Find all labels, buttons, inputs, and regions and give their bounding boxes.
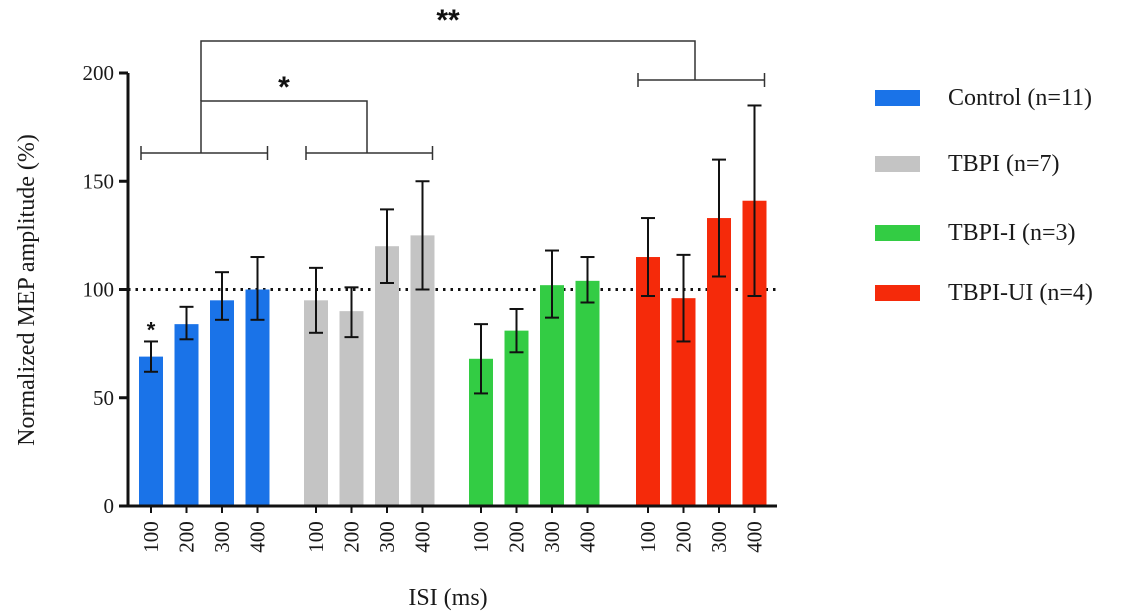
- bar: [246, 290, 270, 507]
- chart-bars: [139, 105, 767, 506]
- y-axis-title: Normalized MEP amplitude (%): [14, 134, 40, 446]
- y-tick-label: 200: [83, 61, 115, 85]
- legend-swatch: [875, 285, 920, 301]
- legend: Control (n=11) TBPI (n=7) TBPI-I (n=3) TBPI…: [875, 85, 1093, 306]
- bar: [340, 311, 364, 506]
- bracket-control-vs-tbpi-ui: [201, 41, 695, 101]
- x-tick-label: 200: [175, 521, 199, 553]
- x-tick-label: 200: [505, 521, 529, 553]
- x-tick-label: 100: [304, 521, 328, 553]
- x-tick-label: 400: [246, 521, 270, 553]
- x-tick-label: 300: [210, 521, 234, 553]
- x-tick-label: 400: [576, 521, 600, 553]
- x-tick-label: 300: [707, 521, 731, 553]
- legend-label: TBPI-UI (n=4): [948, 280, 1093, 306]
- x-tick-label: 400: [411, 521, 435, 553]
- legend-swatch: [875, 225, 920, 241]
- x-axis-title: ISI (ms): [408, 585, 487, 611]
- y-tick-label: 0: [104, 494, 115, 518]
- legend-label: TBPI (n=7): [948, 151, 1060, 177]
- bar: [505, 331, 529, 506]
- y-tick-label: 50: [93, 386, 114, 410]
- x-tick-label: 100: [636, 521, 660, 553]
- bar: [576, 281, 600, 506]
- y-tick-label: 150: [83, 169, 115, 193]
- bar: [375, 246, 399, 506]
- x-tick-label: 300: [375, 521, 399, 553]
- x-tick-label: 400: [743, 521, 767, 553]
- significance-stars-bracket: **: [436, 4, 460, 37]
- legend-label: TBPI-I (n=3): [948, 220, 1076, 246]
- bracket-control-vs-tbpi: [201, 101, 367, 153]
- bar: [139, 357, 163, 506]
- x-tick-label: 200: [672, 521, 696, 553]
- legend-label: Control (n=11): [948, 85, 1092, 111]
- significance-star-bracket: *: [278, 71, 290, 104]
- x-tick-label: 100: [469, 521, 493, 553]
- bar: [175, 324, 199, 506]
- bar: [210, 300, 234, 506]
- significance-star-bar: *: [147, 317, 156, 342]
- significance-annotations: ****: [141, 4, 765, 342]
- legend-swatch: [875, 90, 920, 106]
- x-tick-label: 100: [139, 521, 163, 553]
- y-tick-label: 100: [83, 278, 115, 302]
- x-tick-label: 300: [540, 521, 564, 553]
- legend-swatch: [875, 156, 920, 172]
- x-tick-label: 200: [340, 521, 364, 553]
